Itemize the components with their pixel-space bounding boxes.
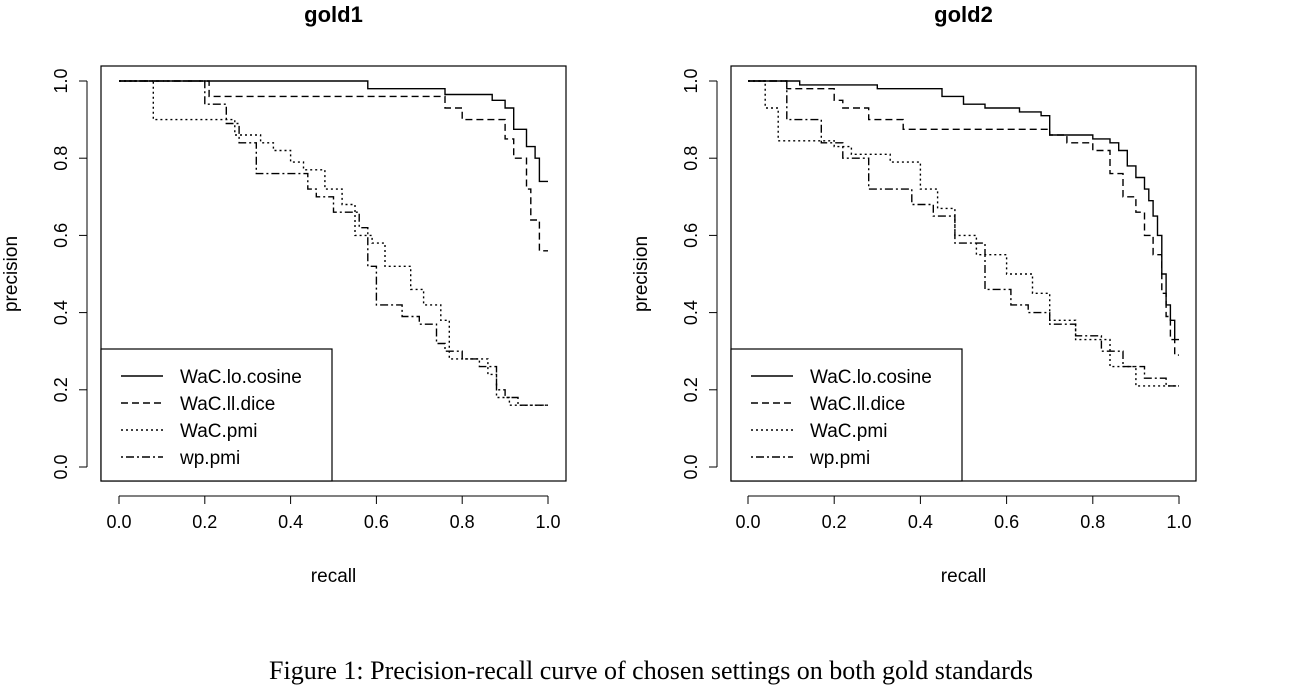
- chart-1-x-tick-label: 1.0: [535, 512, 560, 532]
- figure-caption: Figure 1: Precision-recall curve of chos…: [269, 656, 1033, 685]
- chart-2-x-axis-label: recall: [941, 566, 986, 587]
- chart-1-y-tick-label: 0.8: [51, 146, 71, 171]
- chart-1-title: gold1: [304, 2, 363, 27]
- chart-1-y-tick-label: 1.0: [51, 68, 71, 93]
- chart-2-series-wac-pmi-line: [748, 80, 1179, 387]
- chart-2-title: gold2: [934, 2, 993, 27]
- chart-2-y-tick-label: 0.6: [681, 223, 701, 248]
- chart-2-series-wp-pmi-line: [748, 80, 1179, 387]
- chart-1-x-axis-label: recall: [311, 566, 356, 587]
- chart-1-legend-label: WaC.ll.dice: [180, 394, 275, 415]
- chart-2-series-wac-ll-dice-line: [748, 80, 1179, 356]
- chart-1-x-tick-label: 0.0: [106, 512, 131, 532]
- chart-1-series-wac-lo-cosine-line: [119, 80, 548, 183]
- chart-2-y-tick-label: 0.8: [681, 146, 701, 171]
- chart-1-legend-box: [100, 348, 333, 482]
- chart-2-legend-label: WaC.pmi: [810, 421, 887, 442]
- chart-1-plot-frame: [100, 65, 567, 482]
- chart-2-x-tick-label: 1.0: [1166, 512, 1191, 532]
- chart-1-y-tick-label: 0.0: [51, 454, 71, 479]
- chart-2-legend-label: WaC.lo.cosine: [810, 367, 932, 388]
- chart-1-legend-label: WaC.lo.cosine: [180, 367, 302, 388]
- chart-1-y-tick-label: 0.4: [51, 300, 71, 325]
- chart-1-y-tick-label: 0.6: [51, 223, 71, 248]
- chart-2-x-tick-label: 0.2: [822, 512, 847, 532]
- chart-1-series-wac-pmi-line: [119, 80, 548, 406]
- chart-2-x-tick-label: 0.8: [1080, 512, 1105, 532]
- chart-2-x-tick-label: 0.6: [994, 512, 1019, 532]
- chart-2-x-tick-label: 0.0: [735, 512, 760, 532]
- chart-1-legend-label: wp.pmi: [179, 448, 240, 469]
- chart-2-y-tick-label: 0.2: [681, 377, 701, 402]
- chart-1-legend-label: WaC.pmi: [180, 421, 257, 442]
- chart-2-plot-frame: [730, 65, 1197, 482]
- chart-1-x-tick-label: 0.8: [450, 512, 475, 532]
- chart-2-legend-label: wp.pmi: [809, 448, 870, 469]
- chart-1-x-tick-label: 0.4: [278, 512, 303, 532]
- chart-2-y-tick-label: 0.4: [681, 300, 701, 325]
- chart-2-y-tick-label: 0.0: [681, 454, 701, 479]
- chart-1-x-tick-label: 0.6: [364, 512, 389, 532]
- chart-2-x-tick-label: 0.4: [908, 512, 933, 532]
- chart-1-x-tick-label: 0.2: [192, 512, 217, 532]
- chart-2-y-tick-label: 1.0: [681, 68, 701, 93]
- chart-2-legend-box: [730, 348, 963, 482]
- chart-2-y-axis-label: precision: [631, 236, 652, 312]
- chart-1-y-axis-label: precision: [1, 236, 22, 312]
- chart-1-series-wac-ll-dice-line: [119, 80, 548, 252]
- chart-1-y-tick-label: 0.2: [51, 377, 71, 402]
- chart-2-legend-label: WaC.ll.dice: [810, 394, 905, 415]
